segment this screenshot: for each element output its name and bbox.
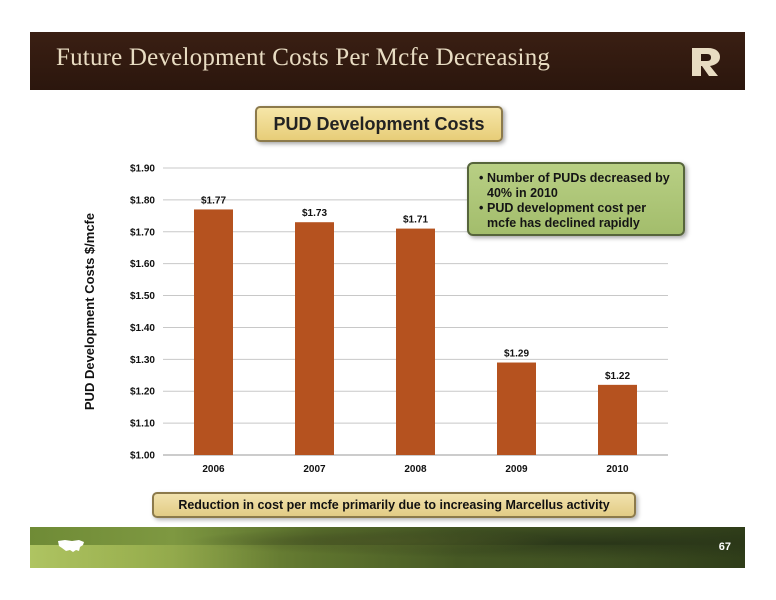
- bar-2010: [598, 384, 637, 455]
- y-tick-label: $1.50: [130, 291, 155, 302]
- bullet-icon: •: [479, 171, 484, 185]
- x-tick-label: 2007: [303, 464, 326, 475]
- company-logo-icon: [692, 48, 720, 76]
- x-tick-label: 2008: [404, 464, 427, 475]
- callout-bullet-item: • PUD development cost per mcfe has decl…: [479, 201, 675, 231]
- slide-title: Future Development Costs Per Mcfe Decrea…: [56, 44, 551, 71]
- data-label-2008: $1.71: [403, 215, 428, 226]
- slide-header: Future Development Costs Per Mcfe Decrea…: [30, 32, 745, 90]
- bar-2006: [194, 209, 233, 455]
- y-tick-label: $1.30: [130, 355, 155, 366]
- y-tick-label: $1.70: [130, 227, 155, 238]
- x-axis-ticks: 2006 2007 2008 2009 2010: [202, 464, 629, 475]
- footer-banner: 67: [30, 527, 745, 568]
- y-tick-label: $1.40: [130, 323, 155, 334]
- callout-box: • Number of PUDs decreased by 40% in 201…: [467, 162, 685, 236]
- data-label-2007: $1.73: [302, 208, 327, 219]
- y-tick-label: $1.60: [130, 259, 155, 270]
- y-axis-title: PUD Development Costs $/mcfe: [82, 213, 97, 410]
- y-tick-label: $1.10: [130, 419, 155, 430]
- page-number: 67: [718, 541, 731, 553]
- bar-2007: [295, 222, 334, 455]
- x-tick-label: 2010: [606, 464, 629, 475]
- bar-2009: [497, 362, 536, 455]
- callout-bullet-text: PUD development cost per mcfe has declin…: [487, 201, 647, 230]
- y-tick-label: $1.20: [130, 387, 155, 398]
- y-tick-label: $1.90: [130, 164, 155, 175]
- data-label-2010: $1.22: [605, 371, 630, 382]
- data-labels: $1.77 $1.73 $1.71 $1.29 $1.22: [201, 195, 630, 381]
- y-tick-label: $1.00: [130, 451, 155, 462]
- footer-note: Reduction in cost per mcfe primarily due…: [152, 492, 636, 518]
- callout-bullet-text: Number of PUDs decreased by 40% in 2010: [487, 171, 670, 200]
- x-tick-label: 2009: [505, 464, 528, 475]
- data-label-2006: $1.77: [201, 195, 226, 206]
- callout-bullet-item: • Number of PUDs decreased by 40% in 201…: [479, 171, 675, 201]
- bar-2008: [396, 228, 435, 455]
- bullet-icon: •: [479, 201, 484, 215]
- data-label-2009: $1.29: [504, 349, 529, 360]
- bars: [194, 209, 637, 455]
- chart-title: PUD Development Costs: [255, 106, 503, 142]
- y-tick-label: $1.80: [130, 195, 155, 206]
- x-tick-label: 2006: [202, 464, 225, 475]
- y-axis-ticks: $1.00 $1.10 $1.20 $1.30 $1.40 $1.50 $1.60 $1.70…: [130, 164, 155, 462]
- us-map-icon: [58, 540, 84, 552]
